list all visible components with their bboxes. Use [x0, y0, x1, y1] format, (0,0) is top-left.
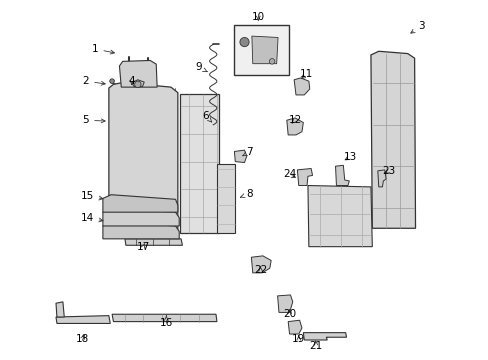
Polygon shape: [56, 316, 110, 323]
Text: 19: 19: [291, 334, 305, 343]
Polygon shape: [287, 320, 302, 334]
Polygon shape: [132, 80, 144, 87]
Text: 22: 22: [253, 265, 266, 275]
Text: 8: 8: [240, 189, 252, 199]
Polygon shape: [297, 168, 312, 185]
Polygon shape: [370, 51, 415, 228]
Text: 14: 14: [81, 213, 102, 223]
Text: 13: 13: [343, 152, 356, 162]
Circle shape: [134, 81, 141, 87]
Circle shape: [269, 59, 274, 64]
Polygon shape: [102, 208, 179, 226]
Text: 10: 10: [251, 12, 264, 22]
Text: 4: 4: [128, 76, 135, 86]
Text: 17: 17: [137, 242, 150, 252]
Polygon shape: [377, 170, 386, 187]
Polygon shape: [307, 185, 371, 247]
Text: 2: 2: [82, 76, 105, 86]
Polygon shape: [234, 150, 246, 162]
Text: 7: 7: [243, 147, 252, 157]
Circle shape: [240, 37, 248, 47]
Text: 1: 1: [92, 44, 114, 54]
Polygon shape: [180, 94, 219, 233]
Text: 24: 24: [283, 170, 296, 180]
Polygon shape: [119, 60, 157, 87]
Polygon shape: [217, 164, 235, 233]
Polygon shape: [102, 195, 178, 212]
Polygon shape: [251, 36, 278, 64]
Polygon shape: [125, 239, 182, 245]
Polygon shape: [303, 333, 346, 340]
Text: 20: 20: [283, 309, 296, 319]
Text: 6: 6: [202, 111, 211, 122]
Polygon shape: [277, 295, 292, 312]
Polygon shape: [286, 118, 303, 135]
Text: 16: 16: [160, 316, 173, 328]
Polygon shape: [102, 222, 179, 239]
Text: 11: 11: [299, 69, 312, 79]
Text: 21: 21: [308, 341, 322, 351]
Text: 5: 5: [82, 115, 105, 125]
Text: 18: 18: [76, 334, 89, 343]
Polygon shape: [112, 314, 217, 321]
Text: 23: 23: [382, 166, 395, 176]
Text: 3: 3: [410, 21, 424, 33]
Polygon shape: [294, 78, 309, 95]
Text: 9: 9: [195, 62, 207, 72]
Bar: [234, 24, 288, 75]
Polygon shape: [56, 302, 64, 317]
Polygon shape: [109, 82, 178, 238]
Text: 15: 15: [81, 191, 102, 201]
Circle shape: [110, 79, 114, 84]
Polygon shape: [335, 165, 348, 185]
Polygon shape: [251, 256, 271, 273]
Text: 12: 12: [288, 115, 301, 125]
